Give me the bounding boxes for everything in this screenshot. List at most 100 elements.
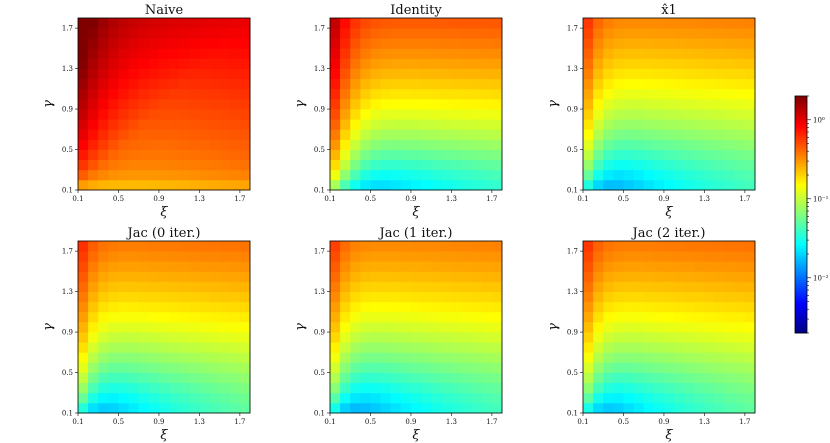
heatmap-cell (694, 18, 705, 29)
heatmap-cell (491, 169, 503, 181)
heatmap-cell (390, 98, 402, 110)
heatmap-cell (441, 18, 452, 29)
heatmap-cell (633, 18, 645, 29)
heatmap-cell (370, 88, 381, 100)
heatmap-cell (400, 392, 412, 404)
heatmap-cell (653, 372, 665, 384)
heatmap-cell (613, 271, 624, 282)
heatmap-cell (593, 342, 604, 353)
heatmap-cell (481, 98, 493, 110)
heatmap-cell (108, 179, 119, 191)
heatmap-cell (714, 342, 726, 353)
heatmap-cell (613, 332, 624, 343)
heatmap-cell (360, 149, 371, 161)
heatmap-cell (128, 352, 140, 363)
heatmap-cell (663, 179, 675, 191)
heatmap-cell (431, 301, 442, 313)
x-tick-label: 0.9 (658, 195, 669, 203)
colorbar-segment (795, 283, 807, 287)
heatmap-cell (158, 169, 170, 181)
heatmap-cell (370, 382, 381, 394)
heatmap-cell (88, 88, 99, 100)
heatmap-cell (350, 129, 361, 140)
heatmap-cell (148, 271, 160, 282)
heatmap-cell (350, 362, 361, 373)
heatmap-cell (350, 352, 361, 363)
heatmap-cell (613, 88, 624, 100)
heatmap-cell (451, 38, 462, 49)
colorbar-segment (795, 196, 807, 200)
heatmap-cell (613, 109, 624, 120)
heatmap-cell (219, 78, 231, 90)
heatmap-cell (179, 251, 190, 262)
heatmap-cell (88, 109, 99, 120)
heatmap-cell (643, 18, 655, 29)
heatmap-cell (390, 139, 402, 150)
heatmap-cell (481, 281, 493, 292)
colorbar-segment (795, 208, 807, 211)
heatmap-cell (471, 301, 483, 313)
heatmap-cell (239, 321, 251, 333)
heatmap-cell (613, 139, 624, 150)
heatmap-cell (219, 159, 231, 171)
heatmap-cell (431, 332, 442, 343)
heatmap-cell (633, 392, 645, 404)
heatmap-cell (138, 261, 150, 272)
heatmap-cell (88, 342, 99, 353)
heatmap-cell (451, 332, 462, 343)
heatmap-cell (148, 372, 160, 384)
heatmap-cell (451, 68, 462, 80)
heatmap-cell (663, 372, 675, 384)
heatmap-cell (674, 271, 685, 282)
heatmap-cell (209, 342, 221, 353)
heatmap-cell (724, 139, 736, 150)
heatmap-cell (441, 179, 452, 191)
heatmap-cell (330, 352, 341, 363)
heatmap-cell (148, 149, 160, 161)
heatmap-cell (724, 352, 736, 363)
heatmap-cell (350, 301, 361, 313)
heatmap-cell (380, 109, 392, 120)
heatmap-cell (128, 382, 140, 394)
heatmap-cell (229, 18, 241, 29)
heatmap-cell (744, 78, 756, 90)
heatmap-cell (653, 109, 665, 120)
heatmap-cell (98, 169, 109, 181)
heatmap-cell (189, 332, 200, 343)
y-tick-label: 0.9 (62, 106, 73, 114)
heatmap-cell (421, 18, 432, 29)
heatmap-cell (78, 402, 89, 414)
heatmap-cell (653, 392, 665, 404)
heatmap-cell (169, 139, 180, 150)
heatmap-cell (239, 18, 251, 29)
heatmap-cell (390, 342, 402, 353)
heatmap-cell (714, 159, 726, 171)
heatmap-cell (694, 362, 705, 373)
heatmap-cell (209, 159, 221, 171)
heatmap-cell (158, 301, 170, 313)
heatmap-cell (179, 169, 190, 181)
heatmap-cell (724, 58, 736, 69)
colorbar-segment (795, 147, 807, 150)
heatmap-cell (613, 28, 624, 39)
heatmap-cell (108, 169, 119, 181)
heatmap-cell (674, 48, 685, 59)
heatmap-cell (633, 321, 645, 333)
heatmap-cell (593, 119, 604, 130)
heatmap-cell (714, 372, 726, 384)
heatmap-cell (643, 291, 655, 303)
heatmap-cell (481, 311, 493, 323)
colorbar-segment (795, 175, 807, 178)
heatmap-cell (98, 48, 109, 59)
heatmap-cell (169, 241, 180, 252)
y-tick-label: 0.1 (314, 410, 325, 418)
heatmap-cell (704, 139, 715, 150)
heatmap-cell (461, 271, 473, 282)
heatmap-cell (674, 311, 685, 323)
heatmap-cell (138, 109, 150, 120)
heatmap-cell (623, 18, 634, 29)
heatmap-cell (704, 78, 715, 90)
heatmap-cell (400, 281, 412, 292)
heatmap-cell (360, 382, 371, 394)
heatmap-cell (360, 68, 371, 80)
